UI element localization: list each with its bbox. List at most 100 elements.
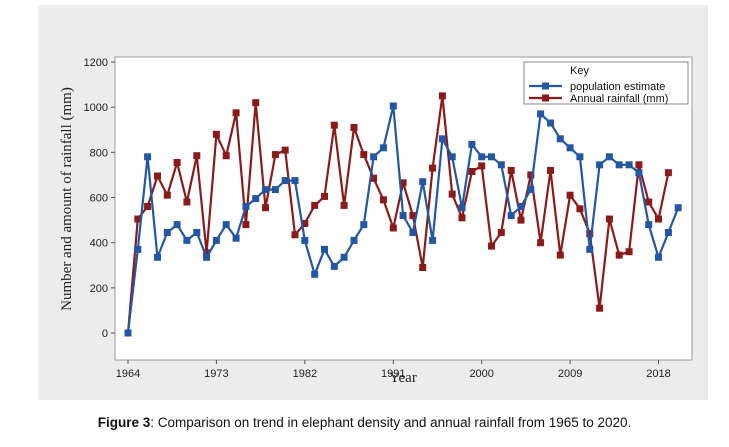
series-0 bbox=[124, 102, 682, 337]
x-tick-label: 2000 bbox=[469, 368, 493, 380]
data-point bbox=[252, 99, 260, 107]
data-point bbox=[379, 196, 387, 204]
chart-panel: 0 200 400 600 800 1000 1200 1964 1973 1982 1991 20… bbox=[38, 5, 708, 400]
data-point bbox=[547, 166, 554, 174]
data-point bbox=[154, 172, 161, 180]
data-point bbox=[134, 215, 142, 223]
data-point bbox=[330, 262, 338, 270]
data-point bbox=[321, 192, 328, 200]
data-point bbox=[281, 177, 289, 185]
data-point bbox=[566, 191, 574, 199]
data-point bbox=[507, 166, 515, 174]
data-point bbox=[154, 253, 161, 261]
series-layer bbox=[124, 92, 682, 337]
data-point bbox=[124, 329, 132, 337]
data-point bbox=[497, 229, 505, 236]
chart: 0 200 400 600 800 1000 1200 1964 1973 1982 1991 20… bbox=[59, 56, 693, 386]
data-point bbox=[664, 229, 672, 236]
x-axis-title: Year bbox=[389, 370, 417, 386]
data-point bbox=[212, 236, 220, 244]
data-point bbox=[271, 186, 279, 194]
data-point bbox=[458, 214, 466, 222]
data-point bbox=[596, 161, 604, 169]
data-point bbox=[517, 203, 525, 210]
data-point bbox=[635, 169, 643, 177]
data-point bbox=[586, 230, 594, 238]
y-tick-label: 200 bbox=[90, 283, 108, 295]
data-point bbox=[605, 153, 613, 161]
data-point bbox=[252, 195, 260, 203]
data-point bbox=[360, 221, 368, 229]
data-point bbox=[301, 220, 309, 227]
data-point bbox=[645, 221, 653, 229]
data-point bbox=[458, 204, 466, 212]
data-point bbox=[379, 144, 387, 152]
data-point bbox=[291, 177, 299, 185]
data-point bbox=[262, 186, 269, 194]
data-point bbox=[144, 153, 152, 161]
data-point bbox=[537, 239, 545, 247]
data-point bbox=[370, 153, 378, 161]
x-tick-label: 2009 bbox=[558, 368, 582, 380]
data-point bbox=[203, 249, 211, 257]
data-point bbox=[655, 215, 662, 223]
data-point bbox=[163, 191, 171, 199]
data-point bbox=[222, 221, 230, 229]
data-point bbox=[527, 171, 535, 179]
data-point bbox=[370, 174, 378, 182]
x-tick-label: 1964 bbox=[116, 368, 140, 380]
data-point bbox=[438, 135, 446, 143]
data-point bbox=[448, 190, 456, 198]
data-point bbox=[203, 253, 211, 261]
data-point bbox=[478, 162, 486, 170]
data-point bbox=[271, 151, 279, 159]
data-point bbox=[281, 146, 289, 154]
legend-label: population estimate bbox=[570, 81, 665, 93]
data-point bbox=[478, 153, 486, 161]
data-point bbox=[517, 216, 525, 224]
data-point bbox=[409, 229, 417, 236]
data-point bbox=[566, 144, 574, 152]
data-point bbox=[350, 124, 358, 131]
data-point bbox=[497, 161, 505, 169]
data-point bbox=[242, 221, 250, 229]
data-point bbox=[163, 229, 171, 236]
data-point bbox=[596, 304, 604, 312]
data-point bbox=[419, 178, 427, 186]
data-point bbox=[488, 242, 495, 250]
data-point bbox=[193, 229, 201, 236]
data-point bbox=[507, 212, 515, 220]
data-point bbox=[360, 151, 368, 159]
data-point bbox=[389, 224, 397, 232]
data-point bbox=[537, 110, 545, 118]
data-point bbox=[586, 245, 594, 253]
caption-text: : Comparison on trend in elephant densit… bbox=[150, 415, 632, 430]
data-point bbox=[330, 121, 338, 129]
x-tick-label: 2018 bbox=[646, 368, 670, 380]
data-point bbox=[409, 212, 417, 220]
y-tick-label: 600 bbox=[90, 193, 108, 205]
data-point bbox=[350, 236, 358, 244]
y-tick-label: 0 bbox=[102, 328, 108, 340]
data-point bbox=[527, 186, 535, 194]
data-point bbox=[232, 109, 240, 117]
data-point bbox=[144, 203, 152, 210]
data-point bbox=[556, 135, 564, 143]
legend-label: Annual rainfall (mm) bbox=[570, 93, 668, 105]
x-tick-label: 1991 bbox=[381, 368, 405, 380]
data-point bbox=[173, 159, 181, 166]
legend-marker bbox=[542, 82, 549, 90]
data-point bbox=[262, 204, 269, 212]
data-point bbox=[674, 204, 682, 212]
data-point bbox=[301, 236, 309, 244]
data-point bbox=[232, 234, 240, 242]
x-tick-label: 1982 bbox=[293, 368, 317, 380]
data-point bbox=[389, 102, 397, 110]
data-point bbox=[291, 231, 299, 239]
data-point bbox=[212, 130, 220, 138]
data-point bbox=[340, 201, 348, 209]
data-point bbox=[468, 140, 476, 148]
